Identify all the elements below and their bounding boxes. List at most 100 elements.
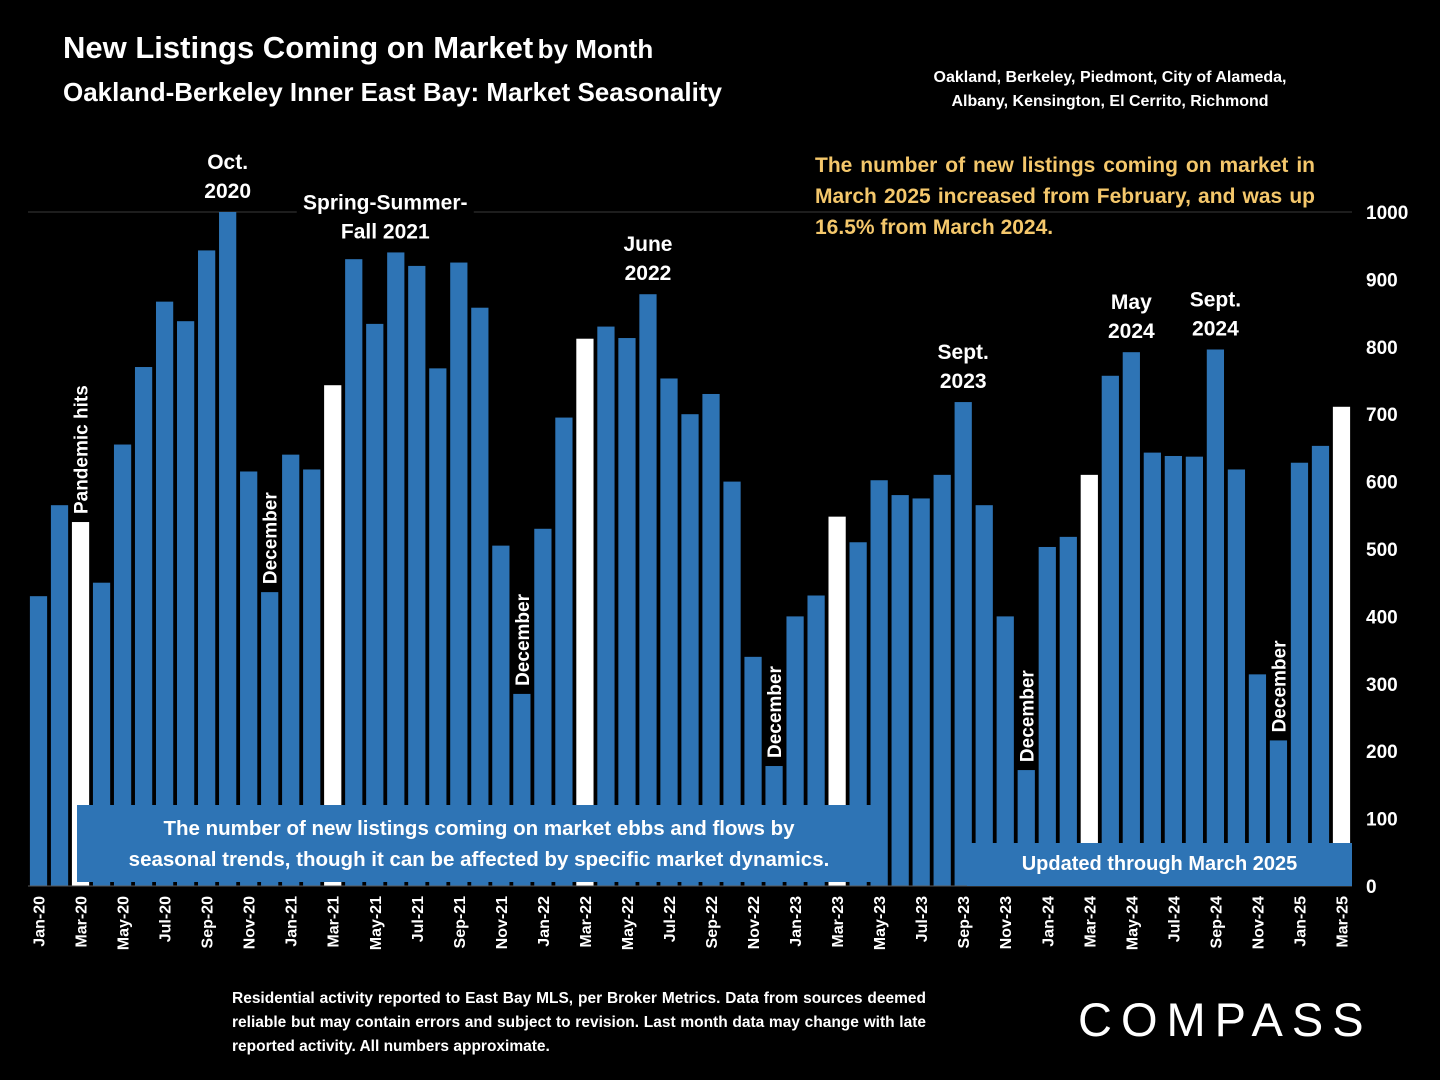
bar-Jun-24 xyxy=(1143,452,1161,886)
x-tick-label: Jul-20 xyxy=(158,896,175,942)
summary-note: The number of new listings coming on mar… xyxy=(815,154,1315,239)
seasonal-trend-note-line-1: The number of new listings coming on mar… xyxy=(163,816,795,840)
annotation-label-vertical: December xyxy=(513,593,534,685)
annotation-label: Oct. xyxy=(207,151,248,174)
bar-Sep-21 xyxy=(450,262,468,886)
x-tick-label: Jul-21 xyxy=(410,896,427,942)
bar-Aug-24 xyxy=(1185,456,1203,886)
bar-Aug-22 xyxy=(681,414,699,886)
annotation-label: 2024 xyxy=(1192,317,1239,340)
chart-title: New Listings Coming on Market by Month xyxy=(63,30,653,66)
bar-Jul-24 xyxy=(1164,455,1182,886)
bar-Jan-22 xyxy=(534,528,552,886)
x-tick-label: Jul-22 xyxy=(662,896,679,942)
chart-title-suffix: by Month xyxy=(537,34,654,64)
annotation-label: May xyxy=(1111,291,1152,314)
bar-Jun-22 xyxy=(639,294,657,886)
bar-Apr-23 xyxy=(849,542,867,886)
x-tick-label: Mar-23 xyxy=(830,896,847,948)
x-tick-label: Jan-20 xyxy=(32,896,49,947)
bar-Mar-25 xyxy=(1332,406,1351,886)
annotation-label: 2020 xyxy=(204,180,251,203)
annotation-bg xyxy=(1178,279,1253,342)
cities-list: Oakland, Berkeley, Piedmont, City of Ala… xyxy=(880,66,1340,114)
bar-Sep-20 xyxy=(198,250,216,887)
updated-through-badge: Updated through March 2025 xyxy=(967,843,1352,886)
bar-Mar-22 xyxy=(576,338,594,886)
bar-Jan-25 xyxy=(1290,462,1309,886)
bar-Jun-21 xyxy=(387,252,405,886)
y-tick-label: 1000 xyxy=(1366,203,1408,224)
y-tick-label: 300 xyxy=(1366,675,1398,696)
x-tick-label: Nov-23 xyxy=(998,896,1015,949)
bar-Sep-22 xyxy=(702,393,720,886)
x-tick-label: Jul-24 xyxy=(1166,896,1183,942)
bar-Oct-21 xyxy=(471,307,489,886)
bar-Mar-23 xyxy=(828,516,846,886)
x-tick-label: Nov-22 xyxy=(746,896,763,949)
bar-Oct-22 xyxy=(723,481,741,886)
bar-Aug-23 xyxy=(933,474,951,886)
x-tick-label: Sep-20 xyxy=(200,896,217,949)
x-tick-label: May-23 xyxy=(872,896,889,950)
y-tick-label: 200 xyxy=(1366,742,1398,763)
bar-Sep-24 xyxy=(1206,349,1225,887)
footnote: Residential activity reported to East Ba… xyxy=(232,990,926,1055)
annotation-label: Sept. xyxy=(1190,288,1241,311)
bar-Aug-21 xyxy=(429,368,447,886)
annotation-bg xyxy=(616,224,679,287)
x-tick-label: Jan-24 xyxy=(1040,896,1057,947)
x-tick-label: Mar-25 xyxy=(1334,896,1351,948)
bar-May-24 xyxy=(1122,352,1140,886)
x-tick-label: Sep-21 xyxy=(452,896,469,949)
bar-Jul-23 xyxy=(912,498,930,886)
annotations: Oct. 2020 Spring-Summer- Fall 2021 June 2022 S… xyxy=(72,142,1290,762)
x-tick-label: Sep-22 xyxy=(704,896,721,949)
x-tick-label: May-21 xyxy=(368,896,385,950)
chart-title-main: New Listings Coming on Market xyxy=(63,30,534,65)
bar-Apr-21 xyxy=(345,259,363,886)
bar-Nov-24 xyxy=(1248,674,1267,886)
bar-Feb-21 xyxy=(303,469,321,886)
bar-Jun-23 xyxy=(891,495,909,886)
annotation-bg xyxy=(296,182,474,245)
bar-Jan-24 xyxy=(1038,546,1056,886)
x-tick-label: Mar-21 xyxy=(326,896,343,948)
annotation-label: Fall 2021 xyxy=(341,220,430,243)
x-tick-label: Mar-22 xyxy=(578,896,595,948)
bar-Nov-20 xyxy=(240,471,258,886)
y-tick-label: 900 xyxy=(1366,270,1398,291)
annotation-label-vertical: December xyxy=(765,666,786,758)
bar-May-22 xyxy=(618,338,636,887)
bar-Jul-20 xyxy=(155,301,174,887)
x-tick-label: Nov-20 xyxy=(242,896,259,949)
bar-Aug-20 xyxy=(177,321,195,886)
x-tick-label: Sep-23 xyxy=(956,896,973,949)
seasonal-trend-note-line-2: seasonal trends, though it can be affect… xyxy=(128,847,830,871)
bar-Mar-20 xyxy=(71,522,90,886)
bar-Sep-23 xyxy=(954,402,972,886)
bar-Oct-23 xyxy=(975,505,993,886)
bar-Jan-20 xyxy=(29,596,48,886)
bar-Jul-22 xyxy=(660,378,678,886)
chart-subtitle: Oakland-Berkeley Inner East Bay: Market … xyxy=(63,77,722,107)
y-tick-label: 400 xyxy=(1366,607,1398,628)
x-tick-label: May-20 xyxy=(116,896,133,950)
bar-May-21 xyxy=(366,323,384,886)
x-tick-label: Nov-21 xyxy=(494,896,511,949)
bar-May-23 xyxy=(870,480,888,886)
y-tick-label: 700 xyxy=(1366,405,1398,426)
annotation-label: Sept. xyxy=(938,341,989,364)
seasonal-trend-note: The number of new listings coming on mar… xyxy=(77,805,881,882)
y-tick-label: 500 xyxy=(1366,540,1398,561)
annotation-label-vertical: Pandemic hits xyxy=(72,385,93,514)
bar-Feb-20 xyxy=(50,505,69,886)
annotation-label-vertical: December xyxy=(1269,640,1290,732)
x-tick-label: May-22 xyxy=(620,896,637,950)
annotation-bg xyxy=(1100,282,1163,345)
y-tick-label: 0 xyxy=(1366,877,1377,898)
annotation-bg xyxy=(926,332,1000,395)
annotation-label: 2024 xyxy=(1108,320,1155,343)
bar-Jul-21 xyxy=(408,265,426,886)
x-tick-label: Mar-24 xyxy=(1082,896,1099,948)
